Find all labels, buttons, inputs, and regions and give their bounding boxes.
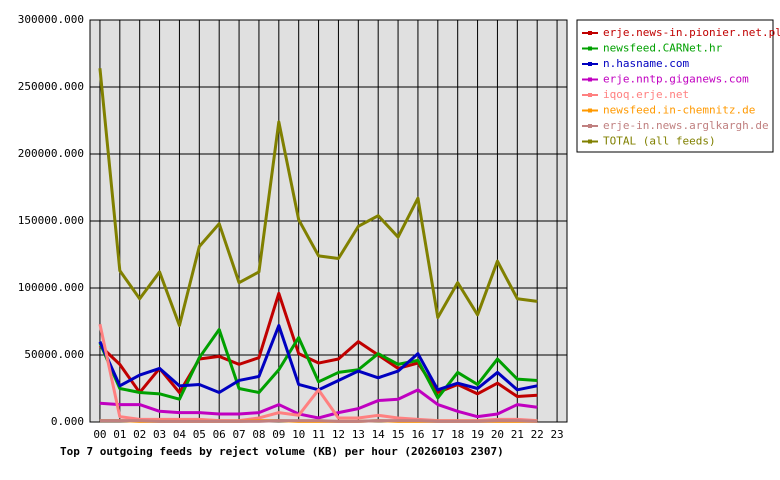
x-tick-label: 23 (550, 428, 563, 441)
y-tick-label: 50000.000 (24, 348, 84, 361)
legend-label: newsfeed.in-chemnitz.de (603, 104, 755, 117)
legend-label: erje-in.news.arglkargh.de (603, 119, 769, 132)
x-tick-label: 14 (372, 428, 386, 441)
legend-box (576, 19, 774, 153)
legend-marker (588, 108, 592, 113)
x-tick-label: 20 (491, 428, 504, 441)
chart-title: Top 7 outgoing feeds by reject volume (K… (60, 445, 504, 458)
legend-marker (588, 31, 592, 35)
x-tick-label: 07 (232, 428, 245, 441)
x-tick-label: 10 (292, 428, 305, 441)
x-tick-label: 04 (173, 428, 187, 441)
x-tick-label: 08 (252, 428, 265, 441)
x-tick-label: 01 (113, 428, 126, 441)
series-line (99, 388, 538, 420)
legend-label: n.hasname.com (603, 57, 689, 70)
legend-marker (588, 62, 592, 66)
y-tick-label: 250000.000 (18, 80, 84, 93)
legend-label: iqoq.erje.net (603, 88, 689, 101)
series-line (98, 328, 538, 401)
x-tick-label: 17 (431, 428, 444, 441)
x-tick-label: 02 (133, 428, 146, 441)
legend-label: erje.nntp.giganews.com (603, 73, 749, 86)
y-tick-label: 150000.000 (18, 214, 84, 227)
legend-marker (588, 46, 592, 51)
x-tick-label: 12 (332, 428, 345, 441)
y-tick-label: 300000.000 (18, 13, 84, 26)
series-line (98, 68, 538, 328)
series-line (99, 419, 538, 423)
y-tick-label: 0.000 (51, 415, 84, 428)
legend-marker (588, 77, 592, 82)
series-line (98, 291, 538, 399)
x-tick-label: 21 (511, 428, 524, 441)
x-tick-label: 03 (153, 428, 166, 441)
x-tick-label: 15 (391, 428, 404, 441)
legend-label: newsfeed.CARNet.hr (603, 42, 723, 55)
legend-label: TOTAL (all feeds) (603, 135, 716, 148)
legend-marker (588, 124, 592, 128)
x-tick-label: 05 (193, 428, 206, 441)
y-tick-label: 200000.000 (18, 147, 84, 160)
x-tick-label: 06 (213, 428, 226, 441)
x-tick-label: 09 (272, 428, 285, 441)
x-tick-label: 16 (411, 428, 424, 441)
x-tick-label: 00 (93, 428, 106, 441)
x-tick-label: 22 (531, 428, 544, 441)
x-tick-label: 13 (352, 428, 365, 441)
x-tick-label: 11 (312, 428, 325, 441)
y-tick-label: 100000.000 (18, 281, 84, 294)
legend-marker (588, 139, 592, 144)
x-tick-label: 19 (471, 428, 484, 441)
x-tick-label: 18 (451, 428, 464, 441)
legend-marker (588, 93, 592, 97)
legend-label: erje.news-in.pionier.net.pl (603, 26, 780, 39)
